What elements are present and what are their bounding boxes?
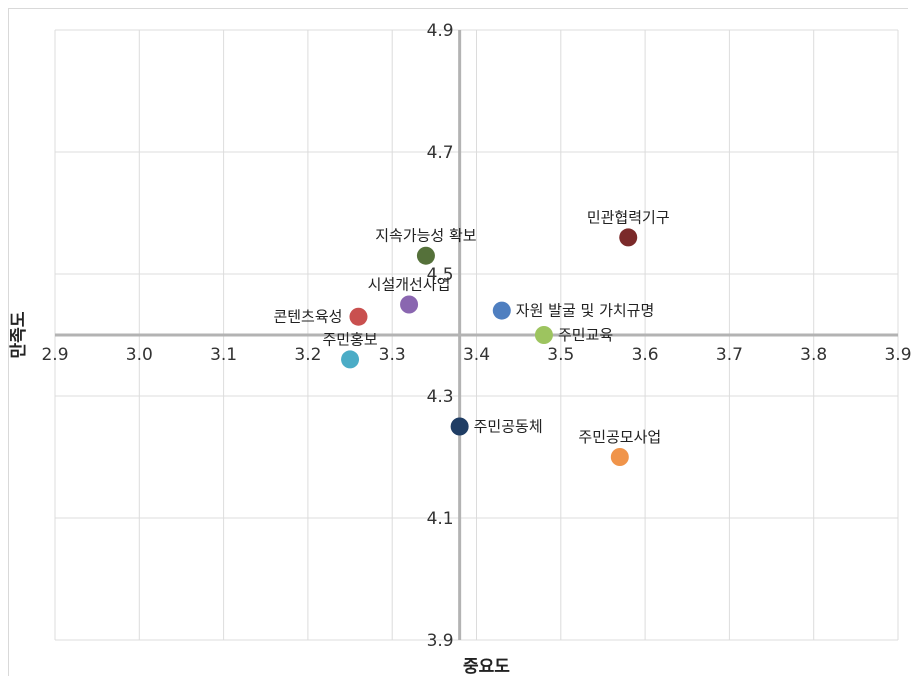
x-tick-label: 3.3 — [379, 345, 406, 365]
point-label: 자원 발굴 및 가치규명 — [516, 302, 655, 320]
data-points — [341, 228, 638, 466]
x-tick-label: 3.9 — [884, 345, 911, 365]
point-label: 민관협력기구 — [587, 208, 670, 226]
point-label: 주민공동체 — [474, 418, 543, 436]
y-tick-label: 4.3 — [427, 387, 454, 407]
x-axis-title: 중요도 — [463, 657, 510, 677]
data-point — [492, 301, 511, 320]
data-point — [619, 228, 638, 247]
y-tick-label: 4.7 — [427, 143, 454, 163]
axes — [55, 30, 898, 640]
x-tick-label: 3.2 — [294, 345, 321, 365]
x-tick-labels: 2.9 3.0 3.1 3.2 3.3 3.4 3.5 3.6 3.7 3.8 3.9 — [41, 345, 911, 365]
x-tick-label: 3.0 — [126, 345, 153, 365]
y-tick-label: 4.5 — [427, 265, 454, 285]
data-point — [349, 307, 368, 326]
x-tick-label: 3.6 — [632, 345, 659, 365]
point-label: 시설개선사업 — [368, 276, 451, 294]
data-point — [341, 350, 360, 369]
point-label: 주민공모사업 — [578, 428, 661, 446]
x-tick-label: 3.7 — [716, 345, 743, 365]
point-label: 주민교육 — [558, 326, 613, 344]
y-axis-title: 만족도 — [9, 311, 29, 358]
data-point — [610, 448, 629, 466]
y-tick-labels: 3.9 4.1 4.3 4.5 4.7 4.9 — [427, 21, 454, 651]
data-point — [534, 326, 553, 344]
x-tick-label: 3.1 — [210, 345, 237, 365]
data-point — [450, 417, 469, 436]
y-tick-label: 4.1 — [427, 509, 454, 529]
x-tick-label: 3.8 — [800, 345, 827, 365]
data-point — [400, 295, 419, 314]
chart-frame — [8, 8, 908, 676]
x-tick-label: 2.9 — [41, 345, 68, 365]
point-label: 주민홍보 — [322, 330, 377, 348]
x-tick-label: 3.5 — [547, 345, 574, 365]
point-label: 콘텐츠육성 — [273, 308, 342, 326]
point-label: 지속가능성 확보 — [375, 227, 477, 245]
y-tick-label: 4.9 — [427, 21, 454, 41]
y-tick-label: 3.9 — [427, 631, 454, 651]
data-point — [416, 246, 435, 265]
x-tick-label: 3.4 — [463, 345, 490, 365]
